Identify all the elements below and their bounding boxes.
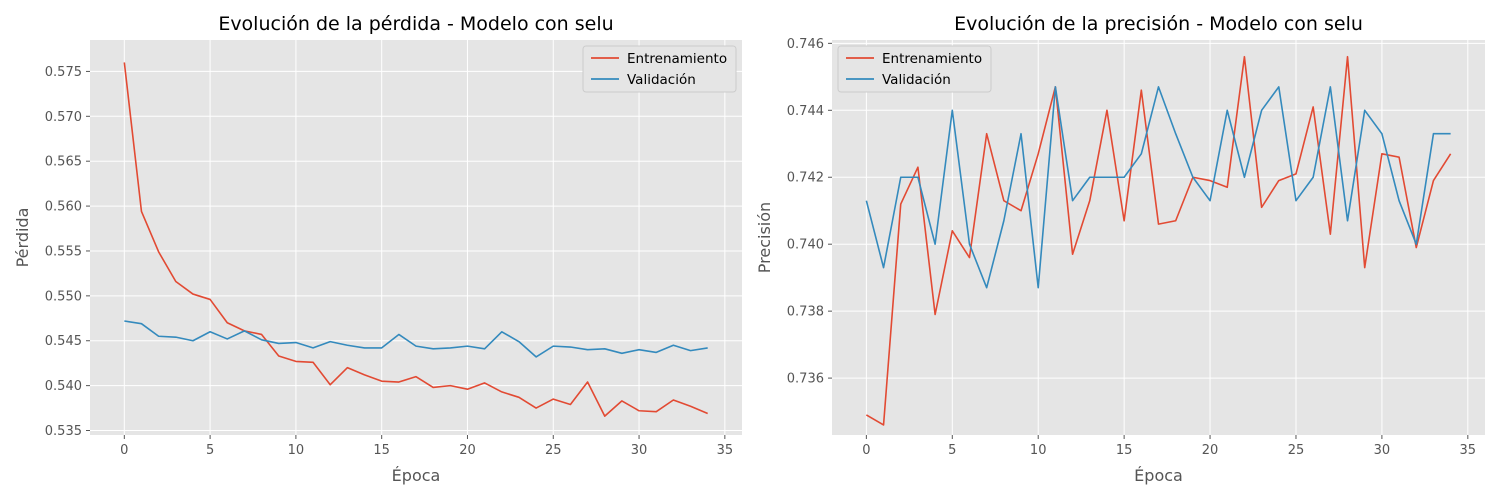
loss-ticks: 0 5 10 15 20 25 30 35 0.535 0.540 0.545 0.550 0.555 0… [45,65,733,458]
loss-y-tick-label: 0.540 [45,379,82,394]
loss-y-axis-label: Pérdida [13,208,32,268]
accuracy-y-tick-label: 0.740 [787,238,824,253]
accuracy-chart: 0 5 10 15 20 25 30 35 0.736 0.738 0.740 0.742 0.744 0… [755,13,1485,485]
loss-x-tick-label: 10 [288,443,305,458]
loss-legend-box [582,45,737,93]
loss-x-tick-label: 15 [373,443,390,458]
accuracy-x-axis-label: Época [1134,466,1183,485]
accuracy-y-tick-label: 0.742 [787,171,824,186]
loss-legend: Entrenamiento Validación [582,45,737,93]
loss-x-tick-label: 0 [120,443,128,458]
accuracy-legend: Entrenamiento Validación [837,45,992,93]
loss-series-train-line [123,62,708,417]
accuracy-x-tick-label: 0 [862,443,870,458]
loss-series-val-line [124,320,708,358]
accuracy-y-tick-label: 0.746 [787,37,824,52]
accuracy-series-train-line [865,55,1452,426]
accuracy-x-tick-label: 15 [1116,443,1133,458]
accuracy-plot-area [832,40,1485,435]
accuracy-x-tick-label: 5 [948,443,956,458]
loss-y-tick-label: 0.575 [45,65,82,80]
loss-y-tick-label: 0.535 [45,424,82,439]
loss-x-tick-label: 20 [459,443,476,458]
loss-y-tick-label: 0.565 [45,155,82,170]
accuracy-ticks: 0 5 10 15 20 25 30 35 0.736 0.738 0.740 0.742 0.744 0… [787,37,1476,458]
loss-chart-title: Evolución de la pérdida - Modelo con sel… [218,13,613,35]
loss-y-tick-label: 0.560 [45,200,82,215]
accuracy-legend-label-train: Entrenamiento [882,51,982,67]
accuracy-series [865,55,1452,426]
accuracy-x-tick-label: 35 [1460,443,1477,458]
loss-series [123,62,708,417]
accuracy-y-tick-label: 0.738 [787,305,824,320]
loss-y-tick-label: 0.550 [45,289,82,304]
loss-y-tick-label: 0.570 [45,110,82,125]
loss-chart: 0 5 10 15 20 25 30 35 0.535 0.540 0.545 0.550 0.555 0… [13,13,742,485]
accuracy-legend-label-val: Validación [882,72,951,88]
loss-x-tick-label: 30 [631,443,648,458]
accuracy-legend-box [837,45,992,93]
accuracy-grid [832,40,1485,435]
accuracy-x-tick-label: 10 [1030,443,1047,458]
accuracy-x-tick-label: 30 [1374,443,1391,458]
loss-legend-label-val: Validación [627,72,696,88]
accuracy-y-tick-label: 0.744 [787,104,824,119]
loss-y-tick-label: 0.545 [45,334,82,349]
accuracy-series-val-line [865,86,1451,289]
loss-legend-label-train: Entrenamiento [627,51,727,67]
accuracy-x-tick-label: 25 [1288,443,1305,458]
accuracy-y-tick-label: 0.736 [787,372,824,387]
accuracy-x-tick-label: 20 [1202,443,1219,458]
loss-y-tick-label: 0.555 [45,244,82,259]
loss-x-tick-label: 5 [206,443,214,458]
loss-plot-area [90,40,742,435]
accuracy-chart-title: Evolución de la precisión - Modelo con s… [954,13,1363,35]
loss-x-axis-label: Época [392,466,441,485]
accuracy-y-axis-label: Precisión [755,202,774,273]
loss-x-tick-label: 25 [545,443,562,458]
loss-x-tick-label: 35 [717,443,734,458]
